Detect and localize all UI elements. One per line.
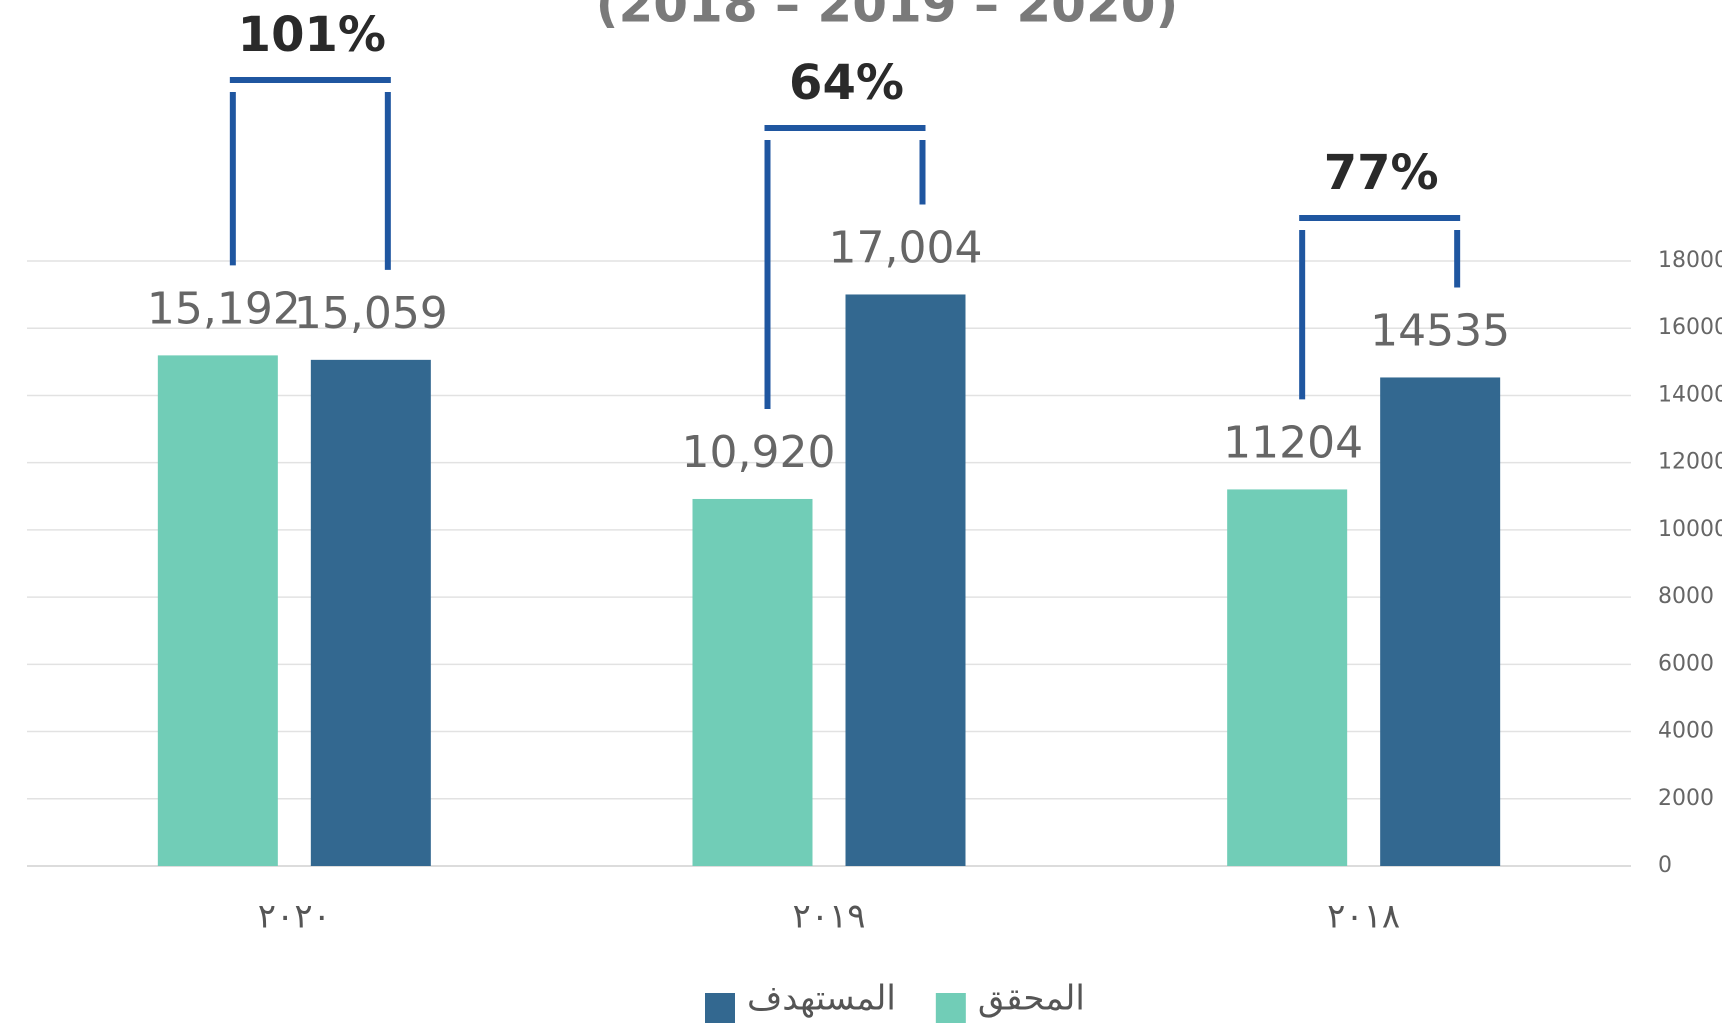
- legend-swatch: [935, 993, 966, 1023]
- bar: [157, 355, 278, 866]
- annotation: 101%: [238, 7, 386, 63]
- y-tick-label: 18000: [1658, 248, 1722, 273]
- y-tick-label: 8000: [1658, 584, 1714, 609]
- x-tick-label: ٢٠١٨: [1327, 897, 1400, 937]
- annotation: 77%: [1324, 145, 1439, 201]
- x-tick-label: ٢٠١٩: [792, 897, 865, 937]
- bar: [1380, 377, 1501, 866]
- annotation: 64%: [789, 55, 904, 111]
- y-tick-label: 0: [1658, 853, 1672, 878]
- data-label: 14535: [1370, 305, 1510, 356]
- y-tick-label: 14000: [1658, 382, 1722, 407]
- data-label: 15,059: [294, 288, 448, 339]
- y-tick-label: 6000: [1658, 651, 1714, 676]
- y-tick-label: 16000: [1658, 315, 1722, 340]
- legend-label: المحقق: [978, 979, 1085, 1019]
- data-label: 15,192: [147, 283, 301, 334]
- data-label: 11204: [1223, 417, 1363, 468]
- y-tick-label: 2000: [1658, 786, 1714, 811]
- legend-swatch: [705, 993, 735, 1023]
- chart-title: (2018 – 2019 – 2020): [596, 0, 1179, 34]
- data-label: 10,920: [682, 427, 836, 478]
- y-tick-label: 4000: [1658, 719, 1714, 744]
- bar: [845, 294, 966, 866]
- x-tick-label: ٢٠٢٠: [258, 897, 331, 937]
- legend-label: المستهدف: [747, 979, 896, 1019]
- y-tick-label: 10000: [1658, 517, 1722, 542]
- bar: [1227, 489, 1348, 866]
- data-label: 17,004: [829, 222, 983, 273]
- bar: [692, 498, 813, 866]
- bar: [310, 359, 431, 866]
- y-tick-label: 12000: [1658, 450, 1722, 475]
